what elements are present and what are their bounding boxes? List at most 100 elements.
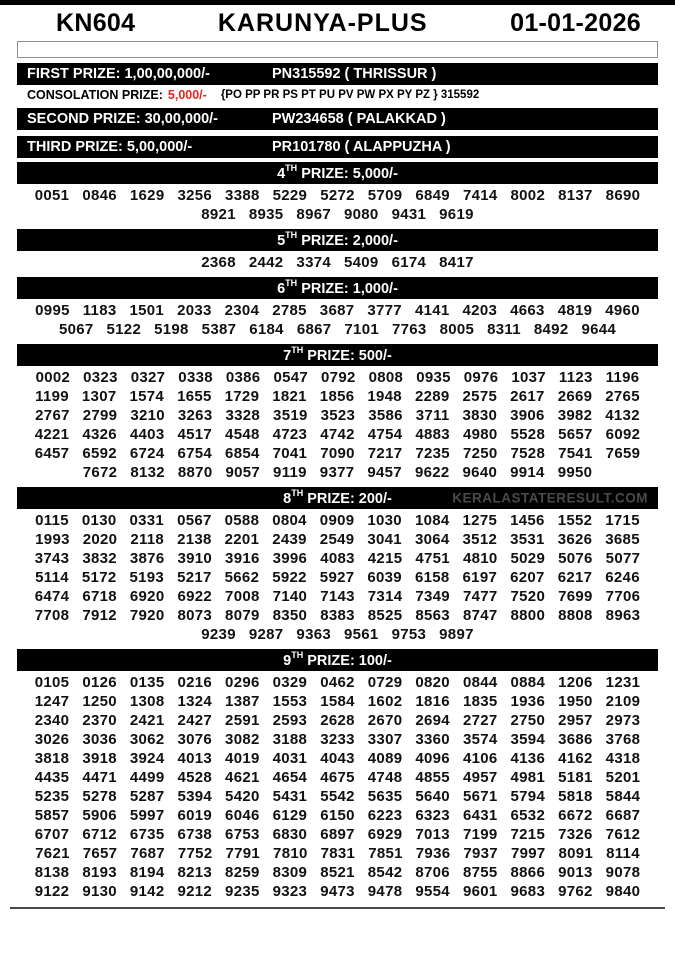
winning-number: 3064: [414, 531, 450, 548]
winning-number: 6707: [34, 826, 70, 843]
winning-number: 3687: [319, 302, 355, 319]
winning-number: 9363: [296, 626, 331, 643]
winning-number: 8114: [606, 845, 640, 862]
winning-number: 4136: [510, 750, 546, 767]
winning-number: 4019: [225, 750, 260, 767]
winning-number: 0331: [129, 512, 165, 529]
winning-number: 2785: [272, 302, 307, 319]
winning-number: 8800: [510, 607, 546, 624]
winning-number: 1084: [414, 512, 450, 529]
winning-number: 9431: [391, 206, 427, 223]
winning-number: 1835: [462, 693, 498, 710]
winning-number: 6246: [605, 569, 640, 586]
winning-number: 7831: [320, 845, 356, 862]
winning-number: 0567: [177, 512, 212, 529]
winning-number: 0462: [320, 674, 355, 691]
winning-number: 9457: [367, 464, 402, 481]
winning-number: 4980: [462, 426, 498, 443]
winning-number: 5287: [129, 788, 165, 805]
winning-number: 6092: [605, 426, 641, 443]
winning-number: 2669: [557, 388, 593, 405]
winning-number: 2575: [462, 388, 498, 405]
winning-number: 0296: [225, 674, 260, 691]
number-row: 0105 0126 0135 0216 0296 0329 0462 0729 0820 0844…: [17, 673, 658, 692]
winning-number: 6592: [82, 445, 117, 462]
number-row: 3743 3832 3876 3910 3916 3996 4083 4215 4751 4810…: [17, 549, 658, 568]
winning-number: 8808: [558, 607, 593, 624]
winning-number: 4654: [272, 769, 308, 786]
winning-number: 8309: [272, 864, 308, 881]
winning-number: 9235: [225, 883, 260, 900]
winning-number: 6184: [249, 321, 284, 338]
winning-number: 4435: [34, 769, 70, 786]
winning-numbers-9th-prize: 0105 0126 0135 0216 0296 0329 0462 0729 0820 0844…: [17, 671, 658, 902]
winning-number: 7349: [415, 588, 450, 605]
winning-number: 0130: [81, 512, 117, 529]
winning-number: 3210: [130, 407, 165, 424]
winning-number: 7477: [462, 588, 498, 605]
winning-number: 1308: [129, 693, 165, 710]
winning-number: 5409: [344, 254, 379, 271]
winning-number: 9013: [558, 864, 593, 881]
winning-numbers-7th-prize: 0002 0323 0327 0338 0386 0547 0792 0808 0935 0976…: [17, 366, 658, 483]
winning-number: 5922: [272, 569, 307, 586]
winning-number: 6129: [272, 807, 308, 824]
winning-number: 4960: [605, 302, 640, 319]
winning-number: 0909: [319, 512, 355, 529]
winning-number: 2591: [225, 712, 260, 729]
winning-number: 8563: [415, 607, 450, 624]
winning-number: 7851: [368, 845, 403, 862]
winning-number: 5077: [605, 550, 641, 567]
winning-number: 8213: [177, 864, 213, 881]
winning-number: 9619: [439, 206, 474, 223]
winning-number: 3256: [177, 187, 213, 204]
winning-number: 4819: [557, 302, 593, 319]
winning-number: 7520: [510, 588, 546, 605]
winning-number: 0002: [35, 369, 71, 386]
winning-number: 6897: [320, 826, 355, 843]
winning-number: 2549: [319, 531, 355, 548]
winning-number: 3263: [177, 407, 213, 424]
winning-number: 8193: [82, 864, 117, 881]
winning-number: 7659: [605, 445, 641, 462]
winning-number: 8138: [34, 864, 70, 881]
winning-number: 4326: [82, 426, 117, 443]
winning-number: 3531: [510, 531, 545, 548]
winning-number: 6150: [320, 807, 355, 824]
winning-number: 5662: [224, 569, 260, 586]
winning-number: 1993: [35, 531, 70, 548]
winning-number: 8747: [462, 607, 498, 624]
prize-section-header-9th: 9TH PRIZE: 100/-: [17, 649, 658, 671]
winning-number: 0327: [130, 369, 166, 386]
winning-number: 4981: [510, 769, 546, 786]
winning-number: 1816: [415, 693, 450, 710]
winning-number: 5635: [367, 788, 403, 805]
winning-number: 3388: [225, 187, 260, 204]
winning-number: 4106: [462, 750, 498, 767]
winning-number: 2421: [129, 712, 165, 729]
winning-number: 7699: [558, 588, 593, 605]
winning-number: 4043: [320, 750, 355, 767]
winning-number: 5229: [272, 187, 308, 204]
number-row: 0115 0130 0331 0567 0588 0804 0909 1030 1084 1275…: [17, 511, 658, 530]
winning-number: 7706: [605, 588, 641, 605]
prize-section-title: 4TH PRIZE: 5,000/-: [277, 163, 398, 182]
winning-number: 4221: [34, 426, 70, 443]
winning-number: 5122: [106, 321, 142, 338]
winning-number: 3982: [557, 407, 593, 424]
winning-number: 6158: [414, 569, 450, 586]
winning-number: 9142: [129, 883, 165, 900]
winning-number: 5927: [319, 569, 355, 586]
winning-number: 5528: [510, 426, 546, 443]
winning-number: 8755: [462, 864, 498, 881]
winning-number: 6197: [462, 569, 498, 586]
number-row: 7672 8132 8870 9057 9119 9377 9457 9622 9640 9914…: [17, 463, 658, 482]
winning-number: 9914: [510, 464, 545, 481]
winning-number: 4675: [320, 769, 355, 786]
winning-number: 9057: [225, 464, 261, 481]
winning-number: 3916: [225, 550, 260, 567]
winning-number: 8967: [296, 206, 331, 223]
winning-number: 9554: [415, 883, 450, 900]
winning-number: 2750: [510, 712, 546, 729]
winning-number: 7657: [82, 845, 118, 862]
